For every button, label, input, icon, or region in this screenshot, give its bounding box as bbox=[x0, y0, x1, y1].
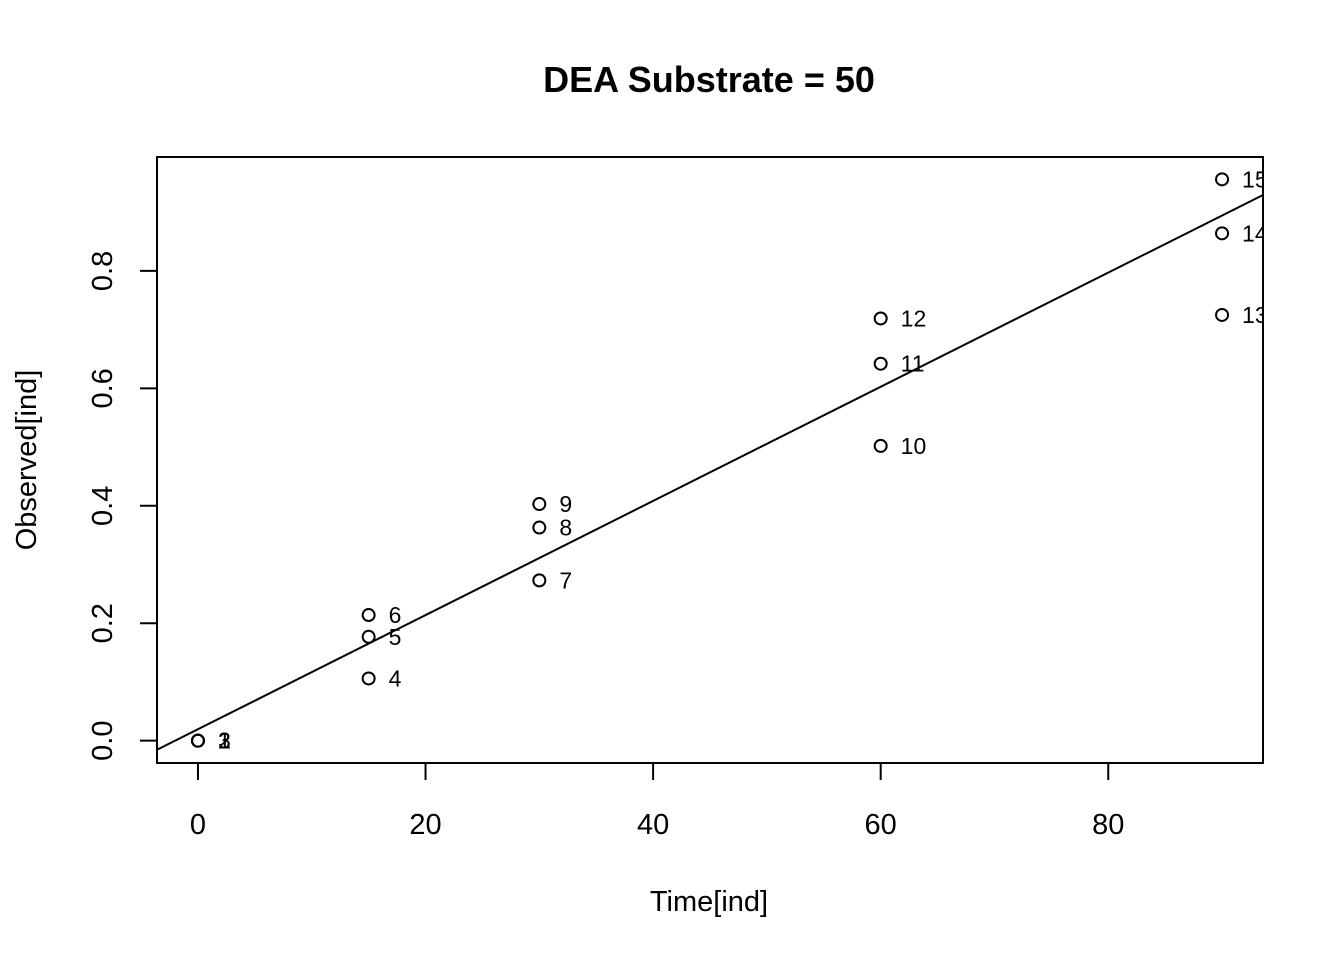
point-label-9: 9 bbox=[559, 491, 572, 517]
point-label-12: 12 bbox=[901, 305, 927, 331]
x-tick-label: 0 bbox=[190, 809, 206, 841]
y-tick-label: 0.4 bbox=[87, 486, 119, 526]
point-label-2: 2 bbox=[218, 728, 231, 754]
y-tick-label: 0.2 bbox=[87, 603, 119, 643]
data-point-11 bbox=[873, 356, 888, 371]
data-point-8 bbox=[532, 520, 547, 535]
data-point-5 bbox=[361, 629, 376, 644]
chart-title: DEA Substrate = 50 bbox=[543, 59, 875, 100]
x-axis-label: Time[ind] bbox=[650, 886, 768, 918]
data-point-12 bbox=[873, 311, 888, 326]
data-point-9 bbox=[532, 497, 547, 512]
point-label-4: 4 bbox=[389, 665, 402, 691]
data-points bbox=[190, 172, 1230, 748]
regression-line-layer bbox=[156, 194, 1264, 751]
point-label-8: 8 bbox=[559, 515, 572, 541]
point-label-13: 13 bbox=[1242, 302, 1268, 328]
point-label-7: 7 bbox=[559, 567, 572, 593]
x-tick-label: 20 bbox=[409, 809, 441, 841]
x-tick-label: 60 bbox=[865, 809, 897, 841]
data-point-7 bbox=[532, 573, 547, 588]
y-tick-label: 0.8 bbox=[87, 251, 119, 291]
point-label-5: 5 bbox=[389, 624, 402, 650]
x-tick-label: 40 bbox=[637, 809, 669, 841]
data-point-15 bbox=[1215, 172, 1230, 187]
y-axis: 0.0 0.2 0.4 0.6 0.8 bbox=[87, 251, 158, 761]
regression-line bbox=[156, 194, 1264, 751]
point-label-14: 14 bbox=[1242, 220, 1268, 246]
point-label-10: 10 bbox=[901, 433, 927, 459]
data-point-6 bbox=[361, 608, 376, 623]
point-label-6: 6 bbox=[389, 602, 402, 628]
plot-frame bbox=[156, 156, 1264, 764]
y-tick-label: 0.0 bbox=[87, 721, 119, 761]
point-label-1: 1 bbox=[218, 728, 231, 754]
point-label-3: 3 bbox=[218, 728, 231, 754]
point-label-11: 11 bbox=[901, 351, 925, 377]
x-tick-label: 80 bbox=[1092, 809, 1124, 841]
data-point-10 bbox=[873, 438, 888, 453]
data-point-3 bbox=[190, 733, 205, 748]
data-point-4 bbox=[361, 671, 376, 686]
point-label-15: 15 bbox=[1242, 166, 1268, 192]
x-axis: 0 20 40 60 80 bbox=[190, 762, 1124, 841]
y-axis-label: Observed[ind] bbox=[11, 370, 43, 551]
y-tick-label: 0.6 bbox=[87, 368, 119, 408]
data-point-14 bbox=[1215, 226, 1230, 241]
data-point-13 bbox=[1215, 307, 1230, 322]
